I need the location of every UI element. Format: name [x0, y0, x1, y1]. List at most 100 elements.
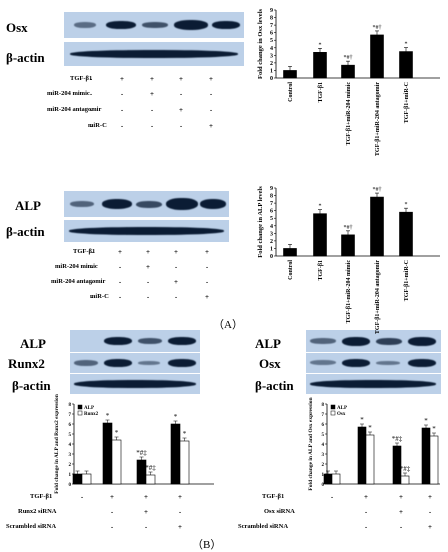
- blot-label-osx: Osx: [259, 356, 281, 371]
- y-tick-label: 5: [270, 38, 273, 44]
- blot-label-alp: ALP: [20, 336, 46, 351]
- western-blot-beta-actin: [70, 374, 200, 394]
- condition-mark: +: [205, 248, 209, 256]
- condition-mark: -: [428, 508, 432, 516]
- condition-mark: +: [399, 508, 403, 516]
- x-tick-label: Control: [288, 82, 294, 102]
- condition-name: TGF-β1: [70, 75, 93, 82]
- y-tick-label: 4: [322, 443, 325, 448]
- condition-mark: +: [144, 493, 148, 501]
- y-tick-label: 1: [322, 473, 325, 478]
- condition-mark: -: [146, 293, 150, 301]
- y-tick-label: 5: [270, 216, 273, 222]
- x-tick-label: TGF-β1+miR-204 mimic: [346, 260, 352, 324]
- condition-mark: -: [150, 106, 154, 114]
- western-blot-osx: [64, 12, 244, 38]
- condition-name: Scrambled siRNA: [238, 523, 289, 530]
- y-tick-label: 8: [322, 403, 325, 408]
- significance-label: *: [106, 412, 110, 420]
- condition-mark: +: [209, 75, 213, 83]
- condition-name: Scrambled siRNA: [6, 523, 57, 530]
- significance-label: *: [115, 429, 119, 437]
- significance-label: *#†: [373, 25, 382, 31]
- blot-label-beta-actin: β-actin: [6, 50, 45, 65]
- significance-label: *#‡: [400, 465, 411, 473]
- significance-label: *#‡: [392, 435, 403, 443]
- condition-mark: -: [150, 122, 154, 130]
- bar: [341, 234, 355, 257]
- significance-label: *: [319, 204, 322, 210]
- y-tick-label: 2: [322, 463, 325, 468]
- legend-swatch: [330, 410, 336, 416]
- y-tick-label: 7: [322, 413, 325, 418]
- y-tick-label: 3: [69, 453, 72, 458]
- legend-label: Osx: [337, 412, 346, 417]
- condition-mark: +: [146, 263, 150, 271]
- western-blot-runx2: [70, 353, 200, 373]
- y-tick-label: 4: [69, 443, 72, 448]
- western-blot-beta-actin: [64, 220, 229, 242]
- condition-mark: -: [89, 75, 93, 83]
- y-axis-label: Fold change in ALP levels: [257, 186, 264, 258]
- x-tick-label: TGF-β1+miR-204 antagomir: [375, 82, 381, 156]
- y-tick-label: 2: [270, 239, 273, 245]
- bar: [421, 427, 431, 485]
- condition-mark: -: [89, 106, 93, 114]
- condition-mark: -: [89, 122, 93, 130]
- condition-mark: -: [120, 106, 124, 114]
- condition-name: miR-C: [90, 293, 109, 300]
- bar: [365, 434, 375, 485]
- significance-label: *#†: [344, 55, 353, 61]
- condition-name: TGF-β1: [30, 493, 53, 500]
- condition-mark: -: [330, 493, 334, 501]
- bar: [399, 51, 413, 79]
- legend-swatch: [77, 404, 83, 410]
- y-axis-label: Fold change in ALP and Runx2 expression: [54, 394, 60, 494]
- bar: [429, 435, 439, 485]
- legend-label: ALP: [337, 406, 347, 411]
- x-tick-label: TGF-β1+miR-204 antagomir: [375, 260, 381, 334]
- condition-mark: +: [428, 523, 432, 531]
- legend-swatch: [330, 404, 336, 410]
- bar: [111, 439, 122, 485]
- condition-mark: -: [205, 278, 209, 286]
- condition-mark: -: [118, 263, 122, 271]
- y-tick-label: 1: [270, 68, 273, 74]
- condition-mark: -: [146, 278, 150, 286]
- bar: [399, 211, 413, 257]
- condition-mark: -: [179, 122, 183, 130]
- condition-mark: +: [209, 122, 213, 130]
- significance-label: *: [432, 425, 436, 433]
- significance-label: *: [424, 417, 428, 425]
- bar: [323, 473, 333, 485]
- y-tick-label: 7: [270, 23, 273, 29]
- bar: [341, 64, 355, 79]
- significance-label: *: [360, 416, 364, 424]
- condition-name: Osx siRNA: [264, 508, 295, 515]
- western-blot-beta-actin: [306, 374, 441, 394]
- condition-mark: -: [90, 293, 94, 301]
- condition-mark: -: [90, 278, 94, 286]
- legend-swatch: [77, 410, 83, 416]
- bar: [179, 440, 190, 485]
- y-tick-label: 0: [270, 76, 273, 82]
- bar: [72, 473, 83, 485]
- y-tick-label: 6: [270, 31, 273, 37]
- x-tick-label: TGF-β1+miR-C: [404, 82, 410, 123]
- condition-mark: +: [120, 75, 124, 83]
- bar: [313, 213, 327, 257]
- condition-mark: -: [174, 293, 178, 301]
- condition-mark: +: [118, 248, 122, 256]
- y-tick-label: 6: [270, 209, 273, 215]
- blot-label-beta-actin: β-actin: [6, 224, 45, 239]
- significance-label: *: [405, 42, 408, 48]
- condition-mark: +: [178, 493, 182, 501]
- condition-name: TGF-β1: [73, 248, 96, 255]
- condition-mark: +: [399, 493, 403, 501]
- legend-label: ALP: [84, 406, 94, 411]
- y-tick-label: 8: [270, 16, 273, 22]
- condition-mark: -: [90, 248, 94, 256]
- y-tick-label: 7: [69, 413, 72, 418]
- y-axis-label: Fold change in Osx levels: [257, 9, 264, 80]
- condition-mark: -: [209, 106, 213, 114]
